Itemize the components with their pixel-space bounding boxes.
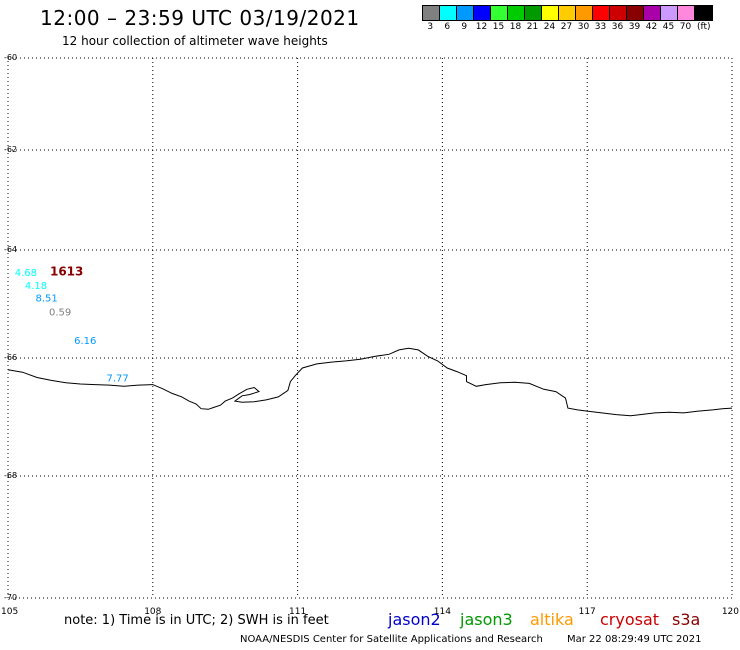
legend-bin-label: 6 xyxy=(444,22,451,32)
wave-height-label: 4.68 xyxy=(15,268,37,279)
y-tick-label: -64 xyxy=(4,245,17,254)
legend-bin-label: 33 xyxy=(594,22,607,32)
legend-swatch xyxy=(695,6,712,20)
wave-height-label: 1613 xyxy=(50,264,83,278)
x-tick-label: 117 xyxy=(579,607,596,617)
wave-height-label: 6.16 xyxy=(74,336,96,347)
legend-swatch xyxy=(474,6,491,20)
satellite-label-s3a: s3a xyxy=(672,610,701,629)
legend-swatch xyxy=(593,6,610,20)
note-text: note: 1) Time is in UTC; 2) SWH is in fe… xyxy=(64,613,329,628)
legend-bin-label: 27 xyxy=(560,22,573,32)
y-tick-label: -66 xyxy=(4,353,17,362)
legend-swatch xyxy=(542,6,559,20)
chart-title: 12:00 – 23:59 UTC 03/19/2021 xyxy=(40,6,360,30)
legend-swatch xyxy=(559,6,576,20)
x-tick-label: 108 xyxy=(144,607,161,617)
legend-swatch xyxy=(423,6,440,20)
credit-text: NOAA/NESDIS Center for Satellite Applica… xyxy=(240,634,543,645)
x-tick-label: 114 xyxy=(434,607,451,617)
legend-swatch xyxy=(508,6,525,20)
wave-height-label: 0.59 xyxy=(49,307,71,318)
x-tick-label: 105 xyxy=(1,607,18,617)
legend-swatch xyxy=(644,6,661,20)
legend-swatch xyxy=(627,6,644,20)
legend-bin-label: 30 xyxy=(577,22,590,32)
axis-tick-labels: 105 108 111 114 117 120 -60 -62 -64 -66 -68 -70 xyxy=(1,53,739,617)
legend-bin-label: 42 xyxy=(645,22,658,32)
legend-bin-label: 18 xyxy=(509,22,522,32)
legend-unit-label: (ft) xyxy=(697,22,711,32)
chart-subtitle: 12 hour collection of altimeter wave hei… xyxy=(62,34,328,48)
wave-height-label: 4.18 xyxy=(25,281,47,292)
satellite-label-jason3: jason3 xyxy=(460,610,513,629)
legend-bin-label: 39 xyxy=(628,22,641,32)
legend-swatch xyxy=(457,6,474,20)
x-tick-label: 120 xyxy=(722,607,739,617)
legend-bin-label: 15 xyxy=(492,22,505,32)
legend-bin-label: 9 xyxy=(461,22,468,32)
y-tick-label: -60 xyxy=(4,53,17,62)
legend-bin-label: 70 xyxy=(679,22,692,32)
graticule-grid xyxy=(7,57,733,599)
legend-swatch xyxy=(440,6,457,20)
legend-swatch xyxy=(678,6,695,20)
antarctic-coastline xyxy=(7,347,733,417)
legend-bin-label: 36 xyxy=(611,22,624,32)
y-tick-label: -62 xyxy=(4,145,17,154)
color-scale-labels: 3 6 9 12 15 18 21 24 27 30 33 36 39 42 45 70 (ft) xyxy=(422,22,740,34)
x-tick-label: 111 xyxy=(289,607,306,617)
legend-bin-label: 21 xyxy=(526,22,539,32)
color-scale-legend xyxy=(422,5,713,21)
map-frame xyxy=(7,57,733,599)
legend-swatch xyxy=(661,6,678,20)
legend-bin-label: 24 xyxy=(543,22,556,32)
satellite-label-cryosat: cryosat xyxy=(600,610,660,629)
satellite-label-jason2: jason2 xyxy=(388,610,441,629)
y-tick-label: -70 xyxy=(4,593,17,602)
y-tick-label: -68 xyxy=(4,471,17,480)
legend-bin-label: 12 xyxy=(475,22,488,32)
wave-height-label: 8.51 xyxy=(36,293,58,304)
legend-swatch xyxy=(610,6,627,20)
legend-swatch xyxy=(576,6,593,20)
timestamp-text: Mar 22 08:29:49 UTC 2021 xyxy=(567,634,702,645)
satellite-label-altika: altika xyxy=(530,610,574,629)
wave-height-label: 7.77 xyxy=(106,374,128,385)
legend-bin-label: 3 xyxy=(427,22,434,32)
legend-swatch xyxy=(491,6,508,20)
legend-swatch xyxy=(525,6,542,20)
legend-bin-label: 45 xyxy=(662,22,675,32)
